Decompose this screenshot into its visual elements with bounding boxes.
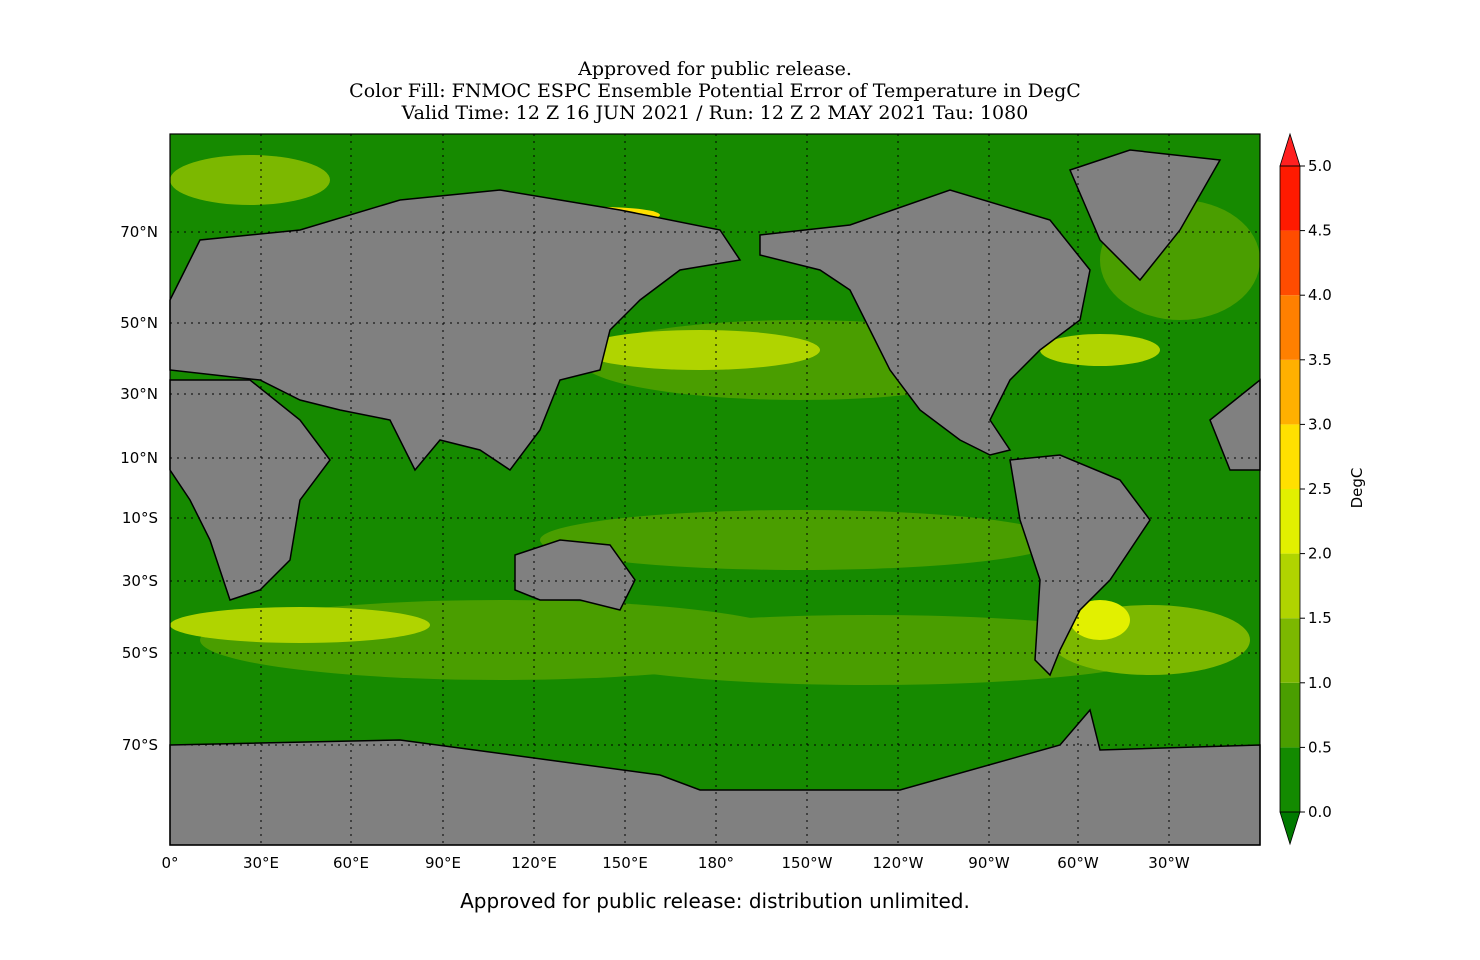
colorbar-over (1279, 132, 1301, 167)
land (169, 379, 331, 601)
colorbar-tick-label: 3.5 (1308, 351, 1332, 369)
colorbar-band (1280, 166, 1300, 231)
x-tick-label: 150°W (782, 854, 833, 872)
title-line: Valid Time: 12 Z 16 JUN 2021 / Run: 12 Z… (401, 102, 1029, 124)
colorbar-tick-label: 1.0 (1308, 674, 1332, 692)
colorbar-band (1280, 230, 1300, 296)
y-tick-label: 10°S (122, 509, 158, 527)
y-tick-label: 30°S (122, 572, 158, 590)
x-tick-label: 150°E (602, 854, 648, 872)
x-tick-label: 0° (161, 854, 178, 872)
y-tick-label: 70°S (122, 736, 158, 754)
colorbar-band (1280, 295, 1300, 360)
x-tick-label: 120°W (873, 854, 924, 872)
x-tick-label: 30°E (243, 854, 279, 872)
map-frame (169, 133, 1261, 846)
colorbar-band (1280, 424, 1300, 489)
y-tick-label: 70°N (120, 223, 158, 241)
colorbar-tick-label: 0.0 (1308, 803, 1332, 821)
x-tick-label: 60°W (1057, 854, 1099, 872)
colorbar-tick-label: 3.0 (1308, 415, 1332, 433)
colorbar-tick-label: 2.0 (1308, 545, 1332, 563)
x-tick-label: 60°E (333, 854, 369, 872)
colorbar-band (1280, 747, 1300, 812)
colorbar-band (1280, 618, 1300, 683)
x-tick-label: 120°E (511, 854, 557, 872)
colorbar-tick-label: 2.5 (1308, 480, 1332, 498)
colorbar-band (1280, 553, 1300, 619)
x-tick-label: 90°E (425, 854, 461, 872)
colorbar-tick-label: 0.5 (1308, 738, 1332, 756)
map (169, 133, 1261, 846)
colorbar-under (1279, 811, 1301, 846)
land (759, 189, 1091, 456)
x-tick-label: 30°W (1148, 854, 1190, 872)
y-tick-label: 50°S (122, 644, 158, 662)
title-line: Approved for public release. (577, 58, 852, 80)
footer: Approved for public release: distributio… (460, 889, 970, 913)
x-tick-label: 180° (698, 854, 734, 872)
colorbar-band (1280, 489, 1300, 554)
land (514, 539, 636, 611)
land (1068, 149, 1222, 282)
y-tick-label: 10°N (120, 449, 158, 467)
title-line: Color Fill: FNMOC ESPC Ensemble Potentia… (349, 80, 1081, 102)
colorbar-band (1280, 359, 1300, 425)
colorbar-band (1280, 682, 1300, 748)
land (169, 189, 742, 472)
colorbar-tick-label: 4.5 (1308, 222, 1332, 240)
colorbar-tick-label: 5.0 (1308, 157, 1332, 175)
y-tick-label: 50°N (120, 314, 158, 332)
colorbar-label: DegC (1348, 468, 1366, 509)
land (1009, 454, 1151, 677)
colorbar-tick-label: 4.0 (1308, 286, 1332, 304)
x-tick-label: 90°W (968, 854, 1010, 872)
colorbar-tick-label: 1.5 (1308, 609, 1332, 627)
y-tick-label: 30°N (120, 385, 158, 403)
